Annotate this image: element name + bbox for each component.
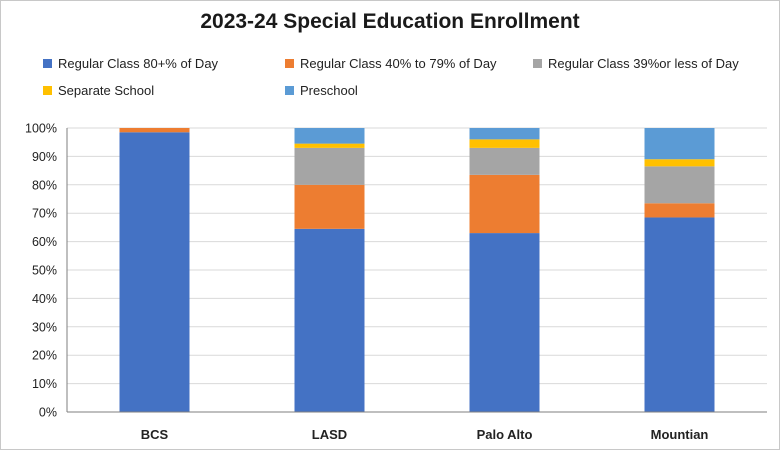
y-tick-label: 80% bbox=[32, 178, 57, 192]
legend-label: Preschool bbox=[300, 83, 358, 98]
legend-item-regular-39-less: Regular Class 39%or less of Day bbox=[533, 56, 739, 71]
bar-segment bbox=[469, 147, 540, 175]
bar-segment bbox=[644, 159, 715, 167]
bar-segment bbox=[469, 233, 540, 412]
legend-label: Separate School bbox=[58, 83, 155, 98]
bar-segment bbox=[294, 228, 365, 412]
bar-segment bbox=[644, 217, 715, 412]
bar-segment bbox=[644, 128, 715, 160]
legend-swatch bbox=[533, 59, 542, 68]
x-category-label: Mountian bbox=[651, 427, 709, 442]
legend-label: Regular Class 39%or less of Day bbox=[548, 56, 739, 71]
bar-segment bbox=[644, 203, 715, 218]
y-tick-label: 30% bbox=[32, 320, 57, 334]
bar-segment bbox=[294, 147, 365, 185]
bar-segment bbox=[469, 128, 540, 140]
x-category-labels: BCS LASD Palo Alto Mountian bbox=[141, 427, 709, 442]
y-tick-label: 100% bbox=[25, 122, 57, 136]
bar-segment bbox=[294, 184, 365, 229]
legend-swatch bbox=[285, 86, 294, 95]
y-tick-label: 0% bbox=[39, 406, 57, 420]
bar-segment bbox=[119, 128, 190, 133]
legend-item-regular-80: Regular Class 80+% of Day bbox=[43, 56, 218, 71]
x-category-label: BCS bbox=[141, 427, 169, 442]
bar-segment bbox=[644, 166, 715, 204]
axes bbox=[66, 128, 767, 413]
bar-segment bbox=[469, 139, 540, 148]
bar-segment bbox=[294, 143, 365, 148]
legend-label: Regular Class 40% to 79% of Day bbox=[300, 56, 497, 71]
bars bbox=[119, 128, 715, 412]
bar-segment bbox=[119, 132, 190, 412]
x-category-label: Palo Alto bbox=[477, 427, 533, 442]
chart-title: 2023-24 Special Education Enrollment bbox=[200, 10, 580, 33]
legend-swatch bbox=[43, 86, 52, 95]
y-tick-label: 90% bbox=[32, 150, 57, 164]
legend-item-regular-40-79: Regular Class 40% to 79% of Day bbox=[285, 56, 497, 71]
y-tick-label: 50% bbox=[32, 264, 57, 278]
legend-item-preschool: Preschool bbox=[285, 83, 358, 98]
bar-segment bbox=[469, 174, 540, 234]
y-tick-label: 70% bbox=[32, 207, 57, 221]
legend: Regular Class 80+% of Day Regular Class … bbox=[0, 0, 780, 110]
y-tick-label: 10% bbox=[32, 377, 57, 391]
y-tick-label: 60% bbox=[32, 235, 57, 249]
legend-item-separate-school: Separate School bbox=[43, 83, 154, 98]
legend-label: Regular Class 80+% of Day bbox=[58, 56, 219, 71]
y-tick-label: 20% bbox=[32, 349, 57, 363]
legend-swatch bbox=[285, 59, 294, 68]
legend-swatch bbox=[43, 59, 52, 68]
y-tick-labels: 0% 10% 20% 30% 40% 50% 60% 70% 80% 90% 100% bbox=[25, 122, 57, 420]
x-category-label: LASD bbox=[312, 427, 347, 442]
bar-segment bbox=[294, 128, 365, 144]
y-tick-label: 40% bbox=[32, 292, 57, 306]
